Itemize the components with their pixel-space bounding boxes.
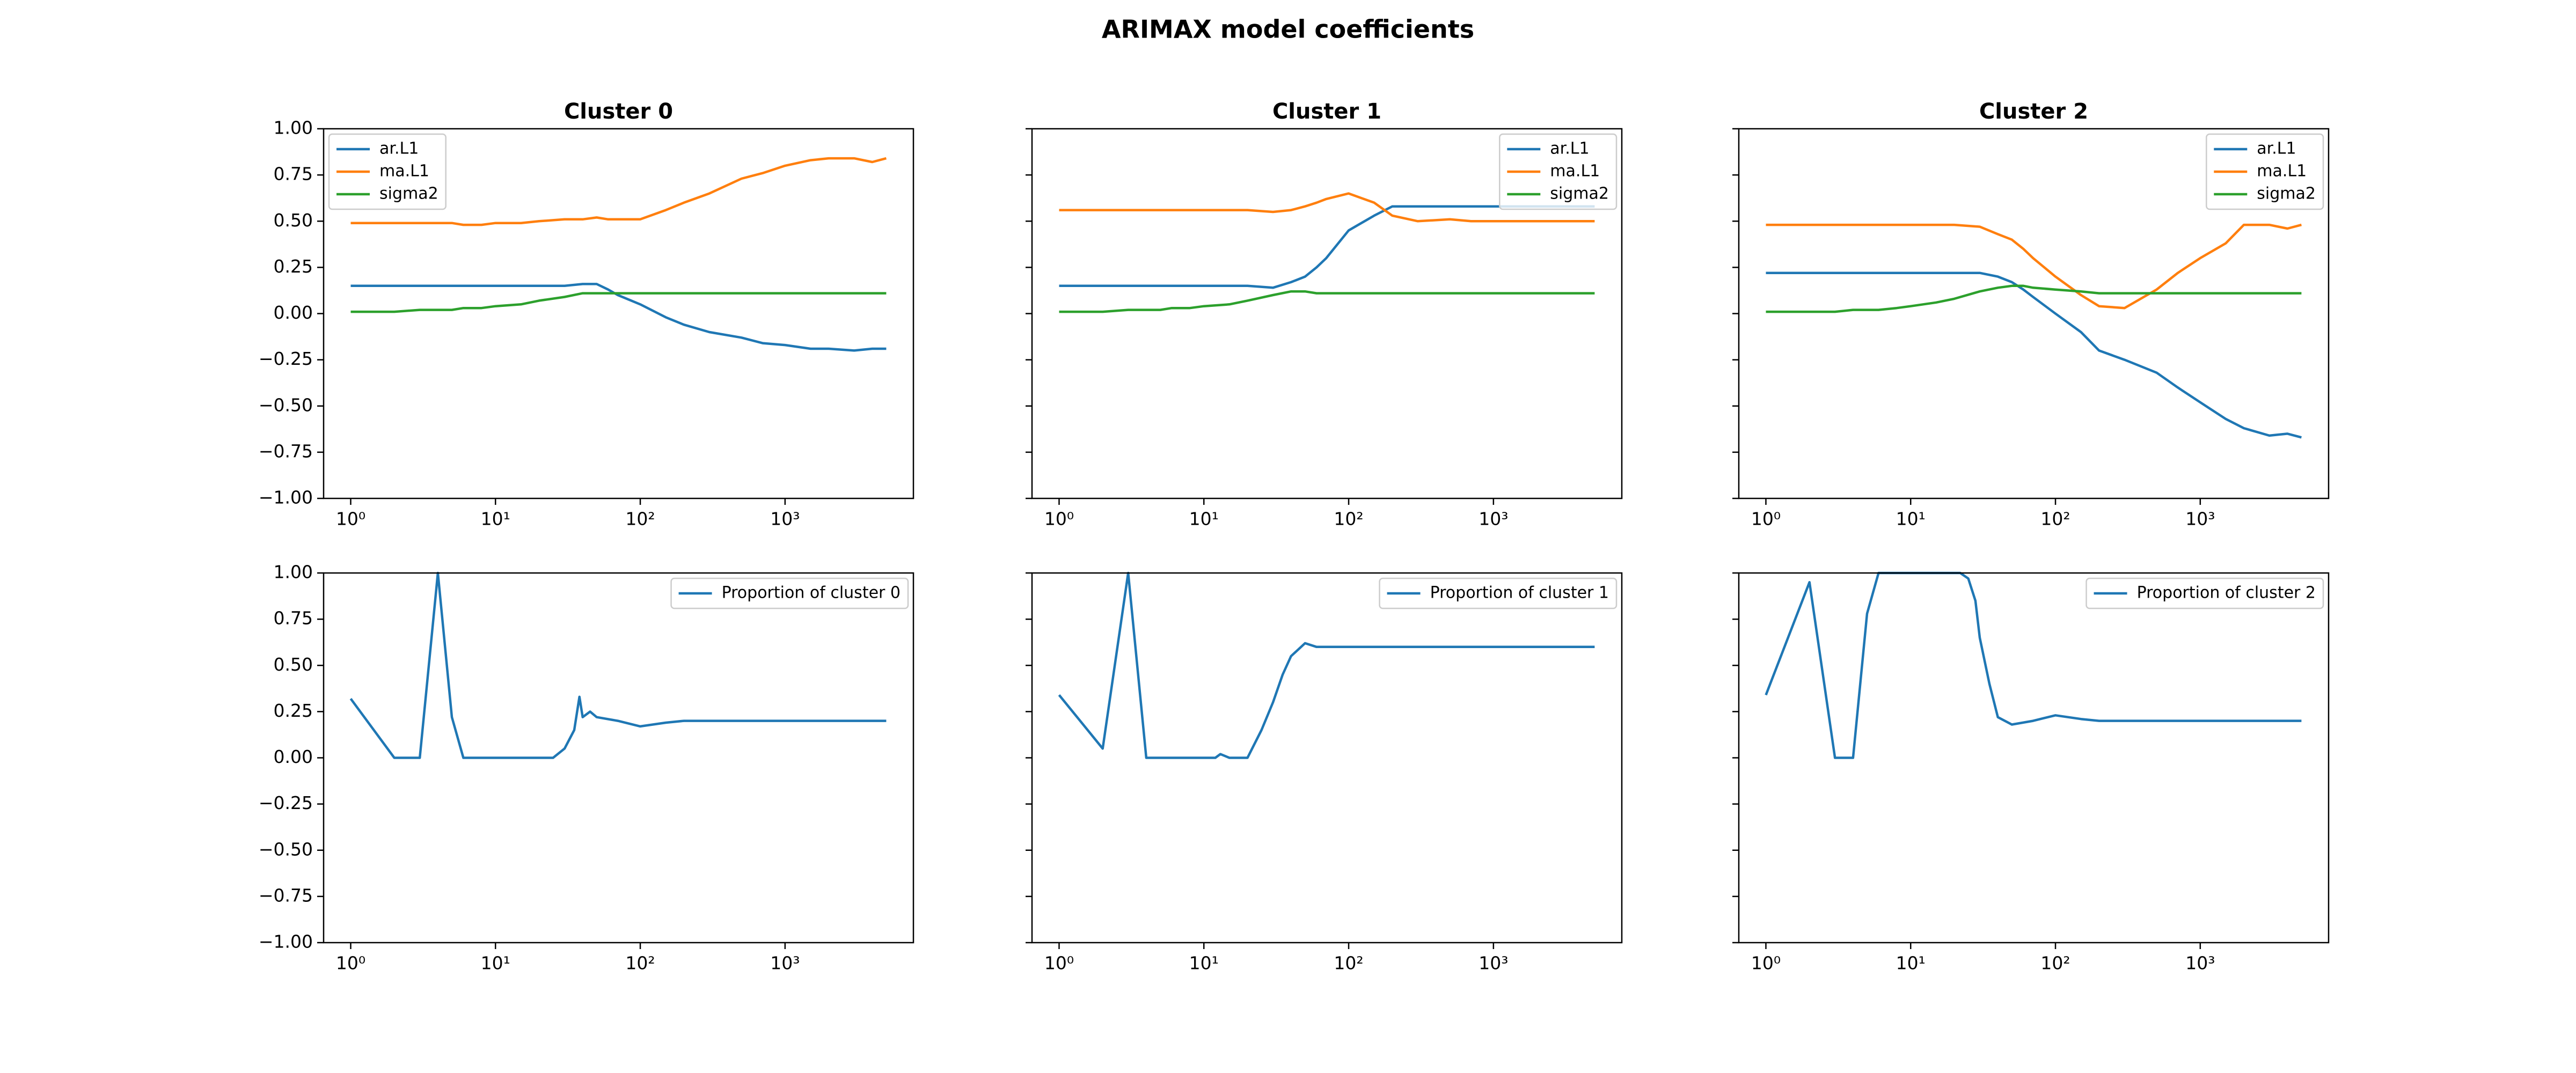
legend-box (1379, 577, 1618, 609)
series-line (1766, 271, 2302, 439)
axes-frame (1031, 572, 1623, 944)
x-tick-label: 10³ (1479, 509, 1508, 530)
y-tick-label: 0.50 (274, 654, 313, 675)
y-tick-label: −0.25 (259, 792, 313, 813)
x-tick-label: 10² (1334, 953, 1363, 974)
axes-frame (323, 572, 914, 944)
legend-label: ar.L1 (1550, 139, 1589, 158)
legend-label: ma.L1 (1550, 162, 1600, 181)
legend-box (2085, 577, 2324, 609)
x-tick-label: 10¹ (1189, 953, 1219, 974)
x-tick-label: 10¹ (481, 953, 510, 974)
y-tick-label: 0.75 (274, 164, 313, 185)
series-line (350, 157, 887, 226)
axes-frame (1738, 128, 2330, 499)
series-line (1059, 290, 1595, 313)
series-line (350, 292, 887, 313)
y-tick-label: −0.75 (259, 885, 313, 906)
y-tick-label: 1.00 (274, 562, 313, 583)
x-tick-label: 10⁰ (1044, 509, 1074, 530)
series-line (1058, 571, 1595, 759)
legend-label: ma.L1 (2257, 162, 2307, 181)
axes-frame (323, 128, 914, 499)
y-tick-label: 1.00 (274, 117, 313, 138)
subplot-title: Cluster 2 (1979, 99, 2088, 124)
legend: ar.L1 ma.L1 sigma2 (1499, 133, 1618, 210)
legend-box (328, 133, 447, 210)
series-line (350, 283, 887, 352)
y-tick-label: 0.00 (274, 302, 313, 323)
y-tick-label: −0.50 (259, 394, 313, 415)
legend-label: Proportion of cluster 1 (1430, 584, 1609, 602)
x-tick-label: 10⁰ (336, 509, 365, 530)
y-tick-label: −1.00 (259, 487, 313, 508)
x-tick-label: 10² (2040, 953, 2070, 974)
legend-box (2206, 133, 2324, 210)
series-line (1766, 223, 2302, 310)
axes-frame (1031, 128, 1623, 499)
y-tick-label: 0.75 (274, 608, 313, 629)
x-tick-label: 10³ (2185, 953, 2215, 974)
legend-label: ar.L1 (2257, 139, 2296, 158)
x-tick-label: 10¹ (1896, 509, 1926, 530)
x-tick-label: 10¹ (481, 509, 510, 530)
x-tick-label: 10³ (770, 509, 800, 530)
x-tick-label: 10¹ (1189, 509, 1219, 530)
x-tick-label: 10² (625, 509, 655, 530)
series-line (349, 571, 887, 759)
x-tick-label: 10⁰ (1751, 953, 1781, 974)
legend-box (1499, 133, 1618, 210)
x-tick-label: 10¹ (1896, 953, 1926, 974)
series-line (1766, 284, 2302, 313)
series-line (1765, 571, 2302, 759)
legend-label: Proportion of cluster 0 (722, 584, 901, 602)
legend-box (670, 577, 909, 609)
y-tick-label: 0.25 (274, 700, 313, 721)
x-tick-label: 10² (625, 953, 655, 974)
axes-frame (1738, 572, 2330, 944)
y-tick-label: 0.00 (274, 746, 313, 767)
x-tick-label: 10⁰ (1751, 509, 1781, 530)
x-tick-label: 10³ (1479, 953, 1508, 974)
legend-label: sigma2 (379, 185, 438, 203)
legend-label: ma.L1 (379, 162, 429, 181)
x-tick-label: 10⁰ (1044, 953, 1074, 974)
x-tick-label: 10² (2040, 509, 2070, 530)
legend: ar.L1 ma.L1 sigma2 (328, 133, 447, 210)
legend: Proportion of cluster 0 (670, 577, 909, 609)
x-tick-label: 10³ (770, 953, 800, 974)
legend-label: Proportion of cluster 2 (2137, 584, 2316, 602)
subplot-title: Cluster 0 (564, 99, 673, 124)
legend-label: sigma2 (1550, 185, 1609, 203)
legend-label: sigma2 (2257, 185, 2316, 203)
legend: ar.L1 ma.L1 sigma2 (2206, 133, 2324, 210)
x-tick-label: 10⁰ (336, 953, 365, 974)
legend-label: ar.L1 (379, 139, 419, 158)
y-tick-label: −1.00 (259, 931, 313, 952)
y-tick-label: −0.25 (259, 348, 313, 369)
y-tick-label: −0.50 (259, 839, 313, 859)
legend: Proportion of cluster 1 (1379, 577, 1618, 609)
legend: Proportion of cluster 2 (2085, 577, 2324, 609)
y-tick-label: −0.75 (259, 440, 313, 461)
series-line (1059, 205, 1595, 289)
subplot-title: Cluster 1 (1272, 99, 1381, 124)
y-tick-label: 0.25 (274, 256, 313, 277)
figure-title: ARIMAX model coefficients (1102, 15, 1474, 44)
series-line (1059, 192, 1595, 223)
x-tick-label: 10³ (2185, 509, 2215, 530)
x-tick-label: 10² (1334, 509, 1363, 530)
y-tick-label: 0.50 (274, 210, 313, 231)
